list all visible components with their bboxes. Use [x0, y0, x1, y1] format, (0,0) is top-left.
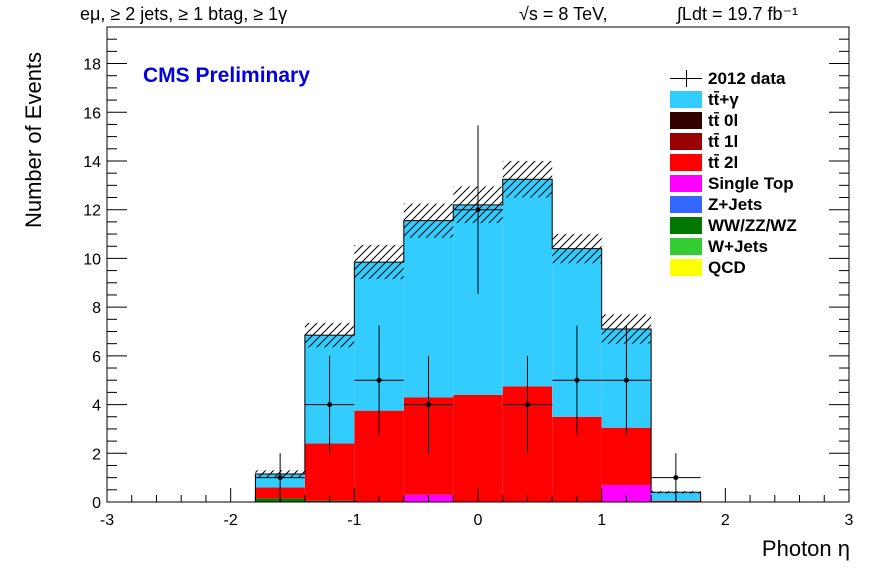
legend-label: W+Jets — [708, 236, 768, 256]
selection-label: eμ, ≥ 2 jets, ≥ 1 btag, ≥ 1γ — [80, 4, 288, 24]
y-axis-label: Number of Events — [21, 51, 46, 229]
swatch-tt0l-icon — [670, 112, 702, 129]
x-tick-label: 3 — [845, 512, 854, 529]
swatch-tt2l-icon — [670, 154, 702, 171]
legend-label: Single Top — [708, 173, 794, 193]
data-point — [601, 325, 652, 435]
swatch-wjets-icon — [670, 238, 702, 255]
bar-5-bin-7 — [601, 427, 652, 485]
y-tick-label: 18 — [83, 57, 101, 74]
legend-label: 2012 data — [708, 68, 786, 88]
legend-label: WW/ZZ/WZ — [708, 215, 797, 235]
energy-label: √s = 8 TeV, — [519, 4, 608, 24]
legend-item-wjets: W+Jets — [670, 236, 797, 257]
data-marker-icon — [670, 70, 702, 87]
legend-item-diboson: WW/ZZ/WZ — [670, 215, 797, 236]
data-point — [651, 453, 701, 502]
swatch-zjets-icon — [670, 196, 702, 213]
y-tick-label: 2 — [92, 446, 101, 463]
y-tick-label: 0 — [92, 495, 101, 512]
legend-label: Z+Jets — [708, 194, 763, 214]
data-point — [502, 355, 553, 454]
bar-4-bin-7 — [601, 484, 652, 502]
legend-label: tt̄ 0l — [708, 110, 739, 130]
legend-item-tt0l: tt̄ 0l — [670, 110, 797, 131]
legend-item-data: 2012 data — [670, 68, 797, 89]
x-tick-label: 0 — [474, 512, 483, 529]
swatch-diboson-icon — [670, 217, 702, 234]
legend: 2012 data tt̄+γ tt̄ 0l tt̄ 1l tt̄ 2l Sin… — [670, 68, 797, 278]
legend-label: tt̄ 2l — [708, 152, 739, 172]
x-tick-label: 2 — [721, 512, 730, 529]
data-point — [354, 325, 404, 435]
bar-8-bin-5 — [502, 179, 553, 387]
legend-item-tt1l: tt̄ 1l — [670, 131, 797, 152]
stacked-bars-layer — [255, 179, 701, 502]
y-tick-label: 8 — [92, 300, 101, 317]
data-points-layer — [255, 125, 701, 502]
x-tick-label: 1 — [597, 512, 606, 529]
data-point — [403, 355, 454, 454]
x-axis-label: Photon η — [761, 536, 850, 561]
y-tick-label: 16 — [83, 105, 101, 122]
data-point — [453, 125, 503, 294]
data-point — [552, 325, 602, 435]
legend-item-zjets: Z+Jets — [670, 194, 797, 215]
data-point — [304, 355, 355, 454]
swatch-qcd-icon — [670, 259, 702, 276]
swatch-ttgamma-icon — [670, 91, 702, 108]
cms-preliminary-label: CMS Preliminary — [143, 64, 310, 87]
y-tick-label: 6 — [92, 349, 101, 366]
legend-item-tt2l: tt̄ 2l — [670, 152, 797, 173]
x-tick-label: -2 — [224, 512, 238, 529]
legend-item-ttgamma: tt̄+γ — [670, 89, 797, 110]
swatch-tt1l-icon — [670, 133, 702, 150]
swatch-single-top-icon — [670, 175, 702, 192]
luminosity-label: ∫Ldt = 19.7 fb⁻¹ — [677, 4, 799, 24]
bar-5-bin-4 — [453, 394, 503, 502]
data-point — [255, 453, 305, 502]
legend-label: tt̄+γ — [708, 89, 739, 109]
x-tick-label: -1 — [347, 512, 361, 529]
y-tick-label: 12 — [83, 203, 101, 220]
x-tick-label: -3 — [100, 512, 114, 529]
y-tick-label: 14 — [83, 154, 101, 171]
legend-item-qcd: QCD — [670, 257, 797, 278]
legend-label: QCD — [708, 257, 746, 277]
y-tick-label: 10 — [83, 251, 101, 268]
legend-item-single-top: Single Top — [670, 173, 797, 194]
y-tick-label: 4 — [92, 398, 101, 415]
legend-label: tt̄ 1l — [708, 131, 739, 151]
